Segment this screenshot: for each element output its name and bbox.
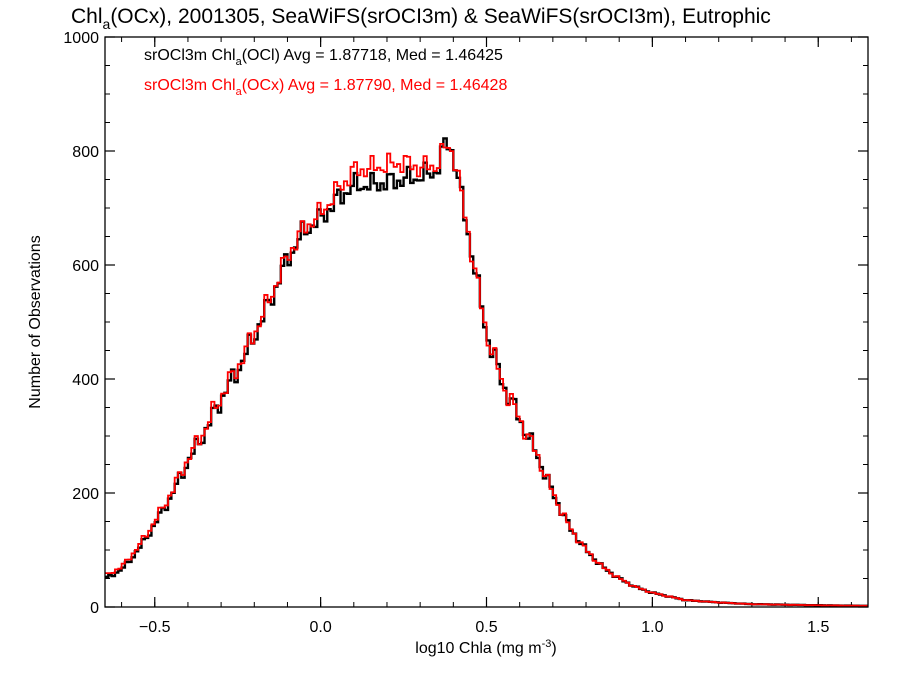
y-tick-label: 200 xyxy=(72,486,99,503)
x-axis-label-sup: -3 xyxy=(542,638,552,650)
x-tick-label: 1.5 xyxy=(807,619,829,636)
chart-title-pre: Chl xyxy=(71,5,103,28)
y-tick-label: 800 xyxy=(72,144,99,161)
series-layer xyxy=(105,137,868,608)
x-axis-label-post: ) xyxy=(551,640,556,657)
y-tick-label: 400 xyxy=(72,372,99,389)
legend-ocx-pre: srOCl3m Chl xyxy=(144,77,236,94)
axis-ticks: −0.5 0.0 0.5 1.0 1.5 0 200 400 600 800 1000 xyxy=(63,30,868,636)
chart-title: Chla(OCx), 2001305, SeaWiFS(srOCI3m) & S… xyxy=(71,5,771,32)
x-axis-label-pre: log10 Chla (mg m xyxy=(415,640,541,657)
y-axis-label: Number of Observations xyxy=(27,235,44,408)
x-tick-label: 0.0 xyxy=(310,619,332,636)
x-tick-label: 0.5 xyxy=(475,619,497,636)
x-tick-label: −0.5 xyxy=(139,619,171,636)
y-tick-label: 1000 xyxy=(63,30,99,47)
legend-ocl-sub: a xyxy=(236,56,243,68)
x-axis-label: log10 Chla (mg m-3) xyxy=(415,638,556,657)
legend-ocx-post: (OCx) Avg = 1.87790, Med = 1.46428 xyxy=(242,77,508,94)
legend-ocl-post: (OCl) Avg = 1.87718, Med = 1.46425 xyxy=(242,47,503,64)
y-tick-label: 600 xyxy=(72,258,99,275)
legend-ocx-sub: a xyxy=(236,86,243,98)
legend-ocl-pre: srOCl3m Chl xyxy=(144,47,236,64)
chart-title-post: (OCx), 2001305, SeaWiFS(srOCI3m) & SeaWi… xyxy=(110,5,771,28)
legend-entry-ocx: srOCl3m Chla(OCx) Avg = 1.87790, Med = 1… xyxy=(144,77,507,98)
legend-entry-ocl: srOCl3m Chla(OCl) Avg = 1.87718, Med = 1… xyxy=(144,47,503,68)
plot-frame xyxy=(104,36,869,608)
chart-title-sub: a xyxy=(103,16,111,32)
x-tick-label: 1.0 xyxy=(641,619,663,636)
series-ocx-line xyxy=(105,143,868,607)
y-tick-label: 0 xyxy=(90,600,99,617)
